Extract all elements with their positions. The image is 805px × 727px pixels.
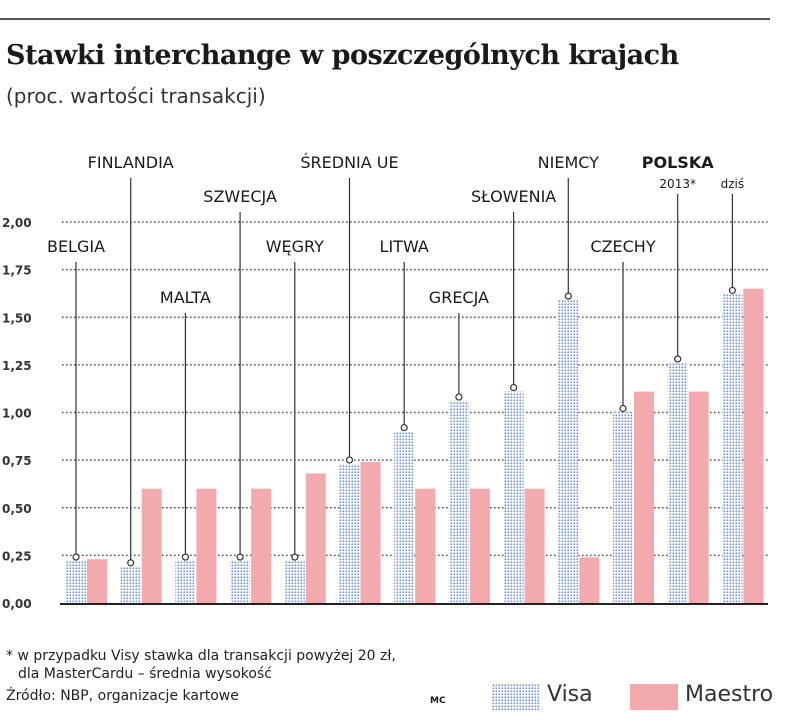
category-label: CZECHY [590, 237, 655, 256]
leader-dot [564, 292, 572, 300]
category-label: ŚREDNIA UE [300, 153, 398, 172]
leader-dot [400, 423, 408, 432]
leader-dot [127, 559, 135, 567]
y-tick-label: 2,00 [2, 216, 32, 230]
category-label: LITWA [380, 237, 429, 256]
bar-maestro [469, 488, 490, 603]
bar-maestro [634, 391, 654, 603]
bar-maestro [305, 473, 326, 603]
y-tick-label: 1,25 [2, 359, 32, 373]
category-label: NIEMCY [538, 153, 599, 172]
category-label: SZWECJA [203, 187, 277, 206]
leader-dot [181, 553, 189, 561]
leader-dot [455, 393, 463, 401]
leader-dot [509, 383, 518, 392]
bar-visa [613, 412, 633, 603]
leader-lines [72, 178, 737, 567]
legend-maestro-swatch [630, 684, 678, 710]
category-label: BELGIA [47, 237, 105, 256]
bar-maestro [579, 557, 600, 603]
bar-visa [448, 401, 469, 603]
category-sublabel: dziś [721, 177, 745, 191]
y-tick-label: 0,75 [2, 454, 32, 468]
leader-dot [619, 404, 627, 413]
bar-visa [503, 391, 524, 603]
category-label: POLSKA [642, 153, 714, 172]
bar-visa [284, 561, 305, 603]
y-tick-label: 1,50 [2, 311, 32, 325]
leader-dot [236, 553, 244, 561]
bar-maestro [360, 462, 381, 603]
legend-maestro-label: Maestro [685, 682, 774, 707]
category-label: WĘGRY [266, 237, 324, 256]
y-tick-label: 0,50 [2, 502, 32, 516]
bar-maestro [196, 488, 217, 603]
y-tick-labels: 0,00 0,25 0,50 0,75 1,00 1,25 1,50 1,75 2,00 [2, 216, 32, 611]
legend-visa-label: Visa [547, 682, 593, 707]
category-label: FINLANDIA [88, 153, 174, 172]
legend: MC Visa Maestro [430, 680, 800, 716]
bar-visa [722, 294, 743, 603]
legend-visa-swatch [492, 684, 540, 710]
category-label: GRECJA [429, 288, 489, 307]
category-label: MALTA [160, 288, 211, 307]
category-labels: BELGIA FINLANDIA MALTA SZWECJA WĘGRY ŚREDNIA … [47, 153, 744, 307]
bar-visa [394, 431, 415, 603]
chart-subtitle: (proc. wartości transakcji) [6, 84, 266, 108]
category-sublabel: 2013* [659, 177, 696, 191]
bar-visa [558, 300, 579, 603]
bar-visa [339, 463, 360, 603]
y-tick-label: 1,75 [2, 264, 32, 278]
bar-visa [66, 561, 86, 603]
gridlines [62, 221, 768, 557]
bars [66, 288, 764, 603]
bar-visa [120, 566, 141, 603]
bar-visa [230, 561, 251, 603]
bar-maestro [87, 559, 107, 603]
leader-dot [674, 355, 682, 363]
y-tick-label: 0,00 [2, 597, 32, 611]
bar-maestro [524, 488, 545, 603]
bar-maestro [141, 488, 162, 603]
bar-maestro [415, 488, 436, 603]
leader-dot [291, 553, 299, 561]
bar-visa [175, 561, 196, 603]
bar-maestro [688, 391, 709, 603]
bar-maestro [251, 488, 272, 603]
footnote-line-2: dla MasterCardu – średnia wysokość [18, 666, 272, 682]
bar-visa [667, 362, 688, 603]
leader-dot [72, 553, 80, 561]
source-note: Źródło: NBP, organizacje kartowe [6, 688, 239, 704]
leader-dot [728, 286, 737, 294]
leader-dot [345, 456, 354, 464]
top-rule [0, 18, 770, 20]
y-tick-label: 0,25 [2, 549, 32, 563]
category-label: SŁOWENIA [471, 187, 556, 206]
bar-maestro [743, 288, 764, 603]
footnote-line-1: * w przypadku Visy stawka dla transakcji… [6, 648, 396, 664]
y-tick-label: 1,00 [2, 407, 32, 421]
chart-title: Stawki interchange w poszczególnych kraj… [6, 40, 679, 71]
credit-initials: MC [430, 696, 446, 706]
